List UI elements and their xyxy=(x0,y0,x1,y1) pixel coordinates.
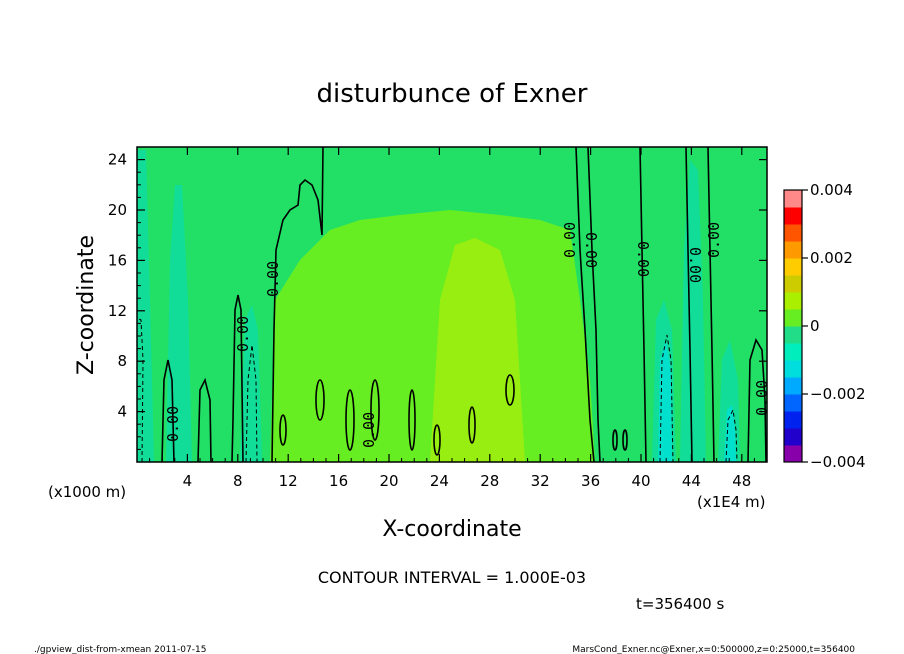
chart-title: disturbunce of Exner xyxy=(317,79,588,109)
y-tick-label: 4 xyxy=(117,403,127,421)
y-axis-title: Z-coordinate xyxy=(74,235,99,375)
colorbar-swatch xyxy=(784,394,802,412)
colorbar-swatch xyxy=(784,207,802,225)
y-tick-label: 20 xyxy=(108,201,127,219)
colorbar-tick-label: 0.004 xyxy=(810,181,853,199)
contour-label: 0.00 xyxy=(582,232,600,268)
colorbar-tick-label: −0.002 xyxy=(810,385,866,403)
x-tick-label: 16 xyxy=(329,472,348,490)
negative-region xyxy=(240,305,262,462)
negative-region xyxy=(680,160,706,462)
x-unit-label: (x1E4 m) xyxy=(697,493,766,511)
colorbar-swatch xyxy=(784,343,802,361)
x-tick-label: 24 xyxy=(430,472,449,490)
contour-interval: CONTOUR INTERVAL = 1.000E-03 xyxy=(318,568,586,587)
y-tick-label: 16 xyxy=(108,251,127,269)
colorbar-swatch xyxy=(784,445,802,463)
colorbar-swatch xyxy=(784,275,802,293)
colorbar-tick-label: 0 xyxy=(810,317,820,335)
plot-area: 0.00 0.00 0.00 0.00 0.00 0.00 0.00 0.00 … xyxy=(137,147,771,462)
colorbar-swatch xyxy=(784,224,802,242)
colorbar-swatch xyxy=(784,377,802,395)
x-axis: 4 8 12 16 20 24 28 32 36 40 44 48 xyxy=(149,147,755,490)
contour-label: 0.00 xyxy=(561,222,579,258)
colorbar-swatch xyxy=(784,360,802,378)
footer-right: MarsCond_Exner.nc@Exner,x=0:500000,z=0:2… xyxy=(572,645,855,654)
y-tick-label: 8 xyxy=(117,352,127,370)
contour-label: 0.00 xyxy=(634,241,652,277)
colorbar-tick-label: −0.004 xyxy=(810,453,866,471)
colorbar-swatch xyxy=(784,309,802,327)
x-tick-label: 20 xyxy=(379,472,398,490)
colorbar-swatch xyxy=(784,190,802,208)
colorbar-swatch xyxy=(784,428,802,446)
negative-region xyxy=(137,150,154,462)
contour-label: 0.00 xyxy=(360,412,378,448)
time-label: t=356400 s xyxy=(636,595,724,613)
y-tick-label: 12 xyxy=(108,302,127,320)
contour-labels: 0.00 0.00 0.00 0.00 0.00 0.00 0.00 0.00 … xyxy=(164,222,771,448)
y-axis: 4 8 12 16 20 24 xyxy=(108,151,767,450)
x-tick-label: 8 xyxy=(233,472,243,490)
zero-contours xyxy=(161,147,767,462)
contour-label: 0.00 xyxy=(234,316,252,352)
contour-label: 0.00 xyxy=(705,222,723,258)
colorbar-swatch xyxy=(784,411,802,429)
positive-region xyxy=(340,345,430,462)
x-tick-label: 44 xyxy=(682,472,701,490)
footer-left: ./gpview_dist-from-xmean 2011-07-15 xyxy=(34,645,206,654)
x-tick-label: 40 xyxy=(631,472,650,490)
colorbar-swatch xyxy=(784,326,802,344)
contour-label: 0.00 xyxy=(164,406,182,442)
positive-core-region xyxy=(430,238,525,462)
y-unit-label: (x1000 m) xyxy=(48,483,126,501)
x-axis-title: X-coordinate xyxy=(382,517,521,542)
colorbar-swatch xyxy=(784,258,802,276)
contour-label: 0.00 xyxy=(686,247,704,283)
x-tick-label: 28 xyxy=(480,472,499,490)
colorbar: 0.004 0.002 0 −0.002 −0.004 xyxy=(783,181,866,471)
colorbar-swatch xyxy=(784,241,802,259)
x-tick-label: 32 xyxy=(531,472,550,490)
x-tick-label: 4 xyxy=(183,472,193,490)
x-tick-label: 36 xyxy=(581,472,600,490)
contour-label: 0.00 xyxy=(264,261,282,297)
x-tick-label: 48 xyxy=(732,472,751,490)
contour-label: 0.00 xyxy=(753,380,771,416)
colorbar-tick-label: 0.002 xyxy=(810,249,853,267)
colorbar-swatch xyxy=(784,292,802,310)
x-tick-label: 12 xyxy=(279,472,298,490)
y-tick-label: 24 xyxy=(108,151,127,169)
